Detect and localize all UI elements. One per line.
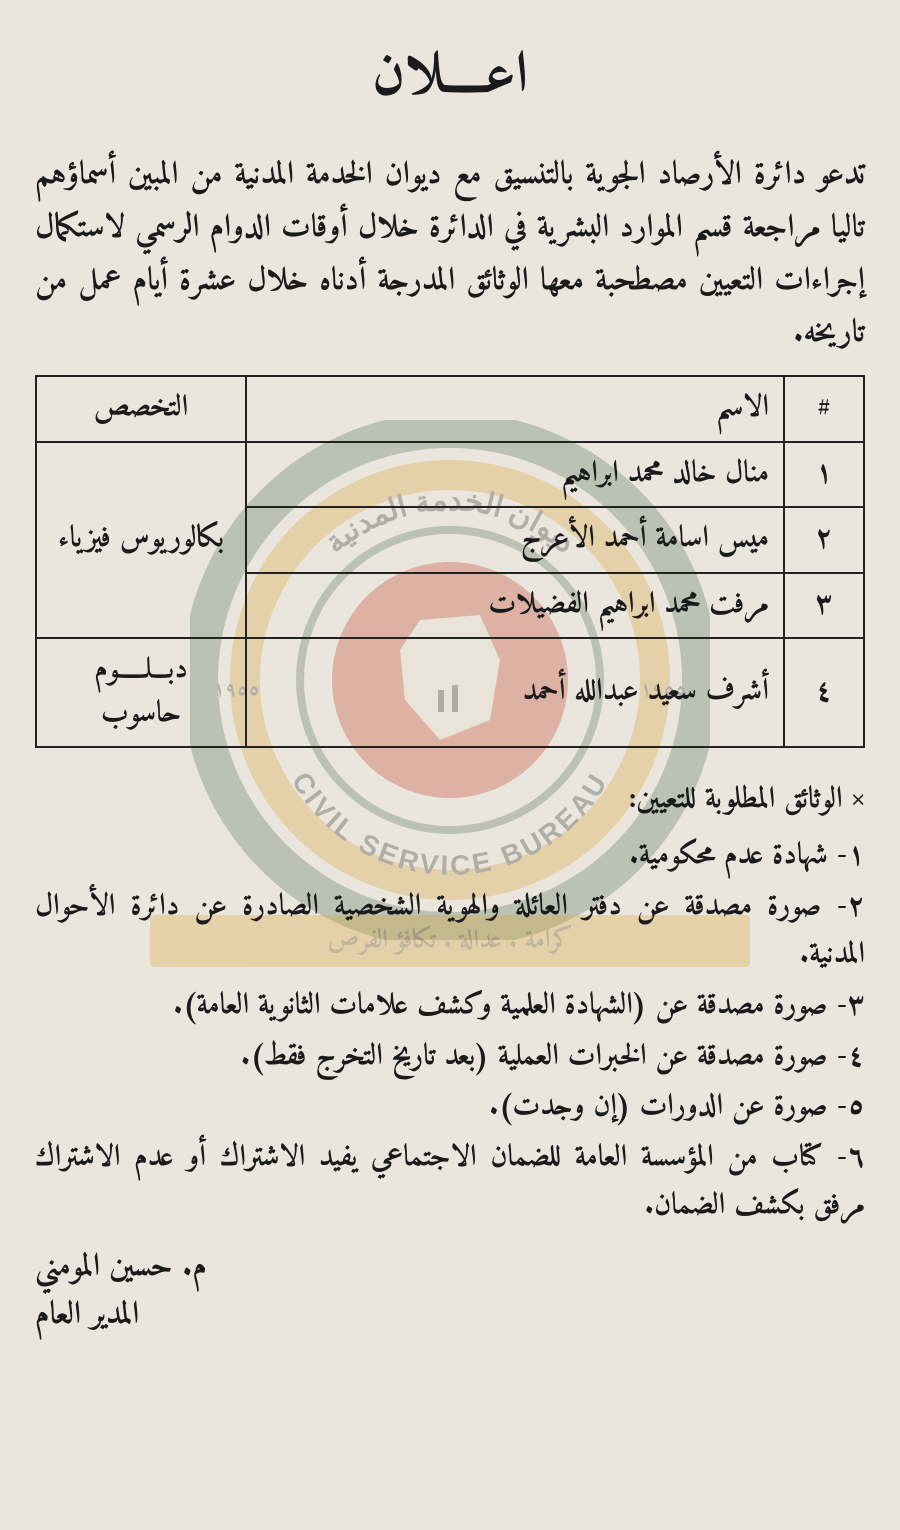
document-item: ١- شهادة عدم محكومية.	[35, 833, 865, 882]
intro-paragraph: تدعو دائرة الأرصاد الجوية بالتنسيق مع دي…	[35, 150, 865, 361]
table-row: ١منال خالد محمد ابراهيمبكالوريوس فيزياء	[36, 442, 864, 508]
header-name: الاسم	[246, 376, 784, 442]
signatory-role: المدير العام	[35, 1292, 865, 1340]
header-spec: التخصص	[36, 376, 246, 442]
announcement-title: اعــــلان	[35, 26, 865, 128]
document-item: ٤- صورة مصدقة عن الخبرات العملية (بعد تا…	[35, 1034, 865, 1083]
cell-num: ٢	[784, 507, 864, 573]
document-item: ٣- صورة مصدقة عن (الشهادة العلمية وكشف ع…	[35, 983, 865, 1032]
cell-num: ٣	[784, 573, 864, 639]
cell-name: منال خالد محمد ابراهيم	[246, 442, 784, 508]
documents-heading: الوثائق المطلوبة للتعيين:	[35, 774, 865, 827]
signatory-name: م. حسين المومني	[35, 1244, 865, 1292]
document-content: اعــــلان تدعو دائرة الأرصاد الجوية بالت…	[35, 26, 865, 1340]
document-item: ٥- صورة عن الدورات (إن وجدت).	[35, 1084, 865, 1133]
cell-name: أشرف سعيد عبدالله أحمد	[246, 638, 784, 747]
cell-name: ميس اسامة أحمد الأعرج	[246, 507, 784, 573]
cell-num: ١	[784, 442, 864, 508]
signature-block: م. حسين المومني المدير العام	[35, 1244, 865, 1340]
document-item: ٦- كتاب من المؤسسة العامة للضمان الاجتما…	[35, 1135, 865, 1232]
cell-num: ٤	[784, 638, 864, 747]
cell-name: مرفت محمد ابراهيم الفضيلات	[246, 573, 784, 639]
cell-spec: بكالوريوس فيزياء	[36, 442, 246, 639]
documents-list: ١- شهادة عدم محكومية.٢- صورة مصدقة عن دف…	[35, 833, 865, 1232]
table-row: ٤أشرف سعيد عبدالله أحمددبـــلـــــوم حاس…	[36, 638, 864, 747]
header-num: #	[784, 376, 864, 442]
cell-spec: دبـــلـــــوم حاسوب	[36, 638, 246, 747]
table-header-row: # الاسم التخصص	[36, 376, 864, 442]
document-item: ٢- صورة مصدقة عن دفتر العائلة والهوية ال…	[35, 884, 865, 981]
names-table: # الاسم التخصص ١منال خالد محمد ابراهيمبك…	[35, 375, 865, 748]
